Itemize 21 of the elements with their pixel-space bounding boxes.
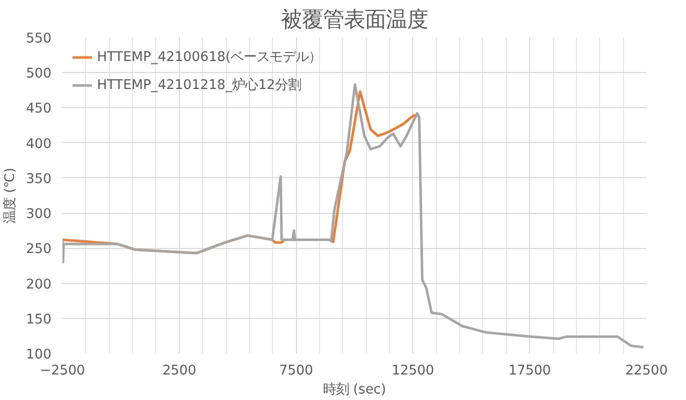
y-tick-label: 300 bbox=[26, 207, 52, 222]
x-tick-label: 17500 bbox=[508, 364, 551, 378]
x-tick-label: −2500 bbox=[40, 364, 86, 378]
y-tick-label: 150 bbox=[26, 312, 52, 328]
x-tick-label: 12500 bbox=[392, 364, 434, 378]
y-tick-label: 100 bbox=[26, 348, 52, 362]
y-axis-title: 温度 (℃) bbox=[2, 168, 18, 224]
chart-title: 被覆管表面温度 bbox=[281, 8, 428, 32]
y-tick-label: 550 bbox=[26, 32, 52, 46]
legend-label: HTTEMP_42101218_炉心12分割 bbox=[97, 76, 302, 94]
x-tick-label: 2500 bbox=[162, 364, 196, 378]
x-tick-label: 22500 bbox=[625, 364, 668, 378]
y-tick-label: 350 bbox=[26, 172, 52, 187]
y-tick-label: 400 bbox=[26, 136, 52, 152]
legend-label: HTTEMP_42100618(ベースモデル） bbox=[97, 49, 322, 66]
x-tick-label: 7500 bbox=[279, 364, 314, 378]
y-tick-label: 450 bbox=[26, 102, 52, 117]
y-tick-label: 200 bbox=[26, 277, 52, 292]
x-axis-title: 時刻 (sec) bbox=[322, 382, 386, 398]
y-tick-label: 250 bbox=[26, 242, 52, 258]
y-tick-label: 500 bbox=[26, 66, 52, 82]
